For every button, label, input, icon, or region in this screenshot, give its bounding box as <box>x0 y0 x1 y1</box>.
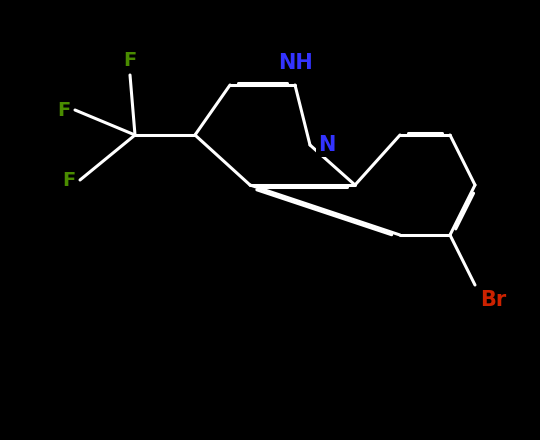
Text: F: F <box>62 171 75 190</box>
Text: N: N <box>318 135 335 155</box>
Text: F: F <box>123 51 137 70</box>
Text: F: F <box>57 100 70 120</box>
Text: NH: NH <box>278 53 312 73</box>
Text: Br: Br <box>480 290 507 310</box>
